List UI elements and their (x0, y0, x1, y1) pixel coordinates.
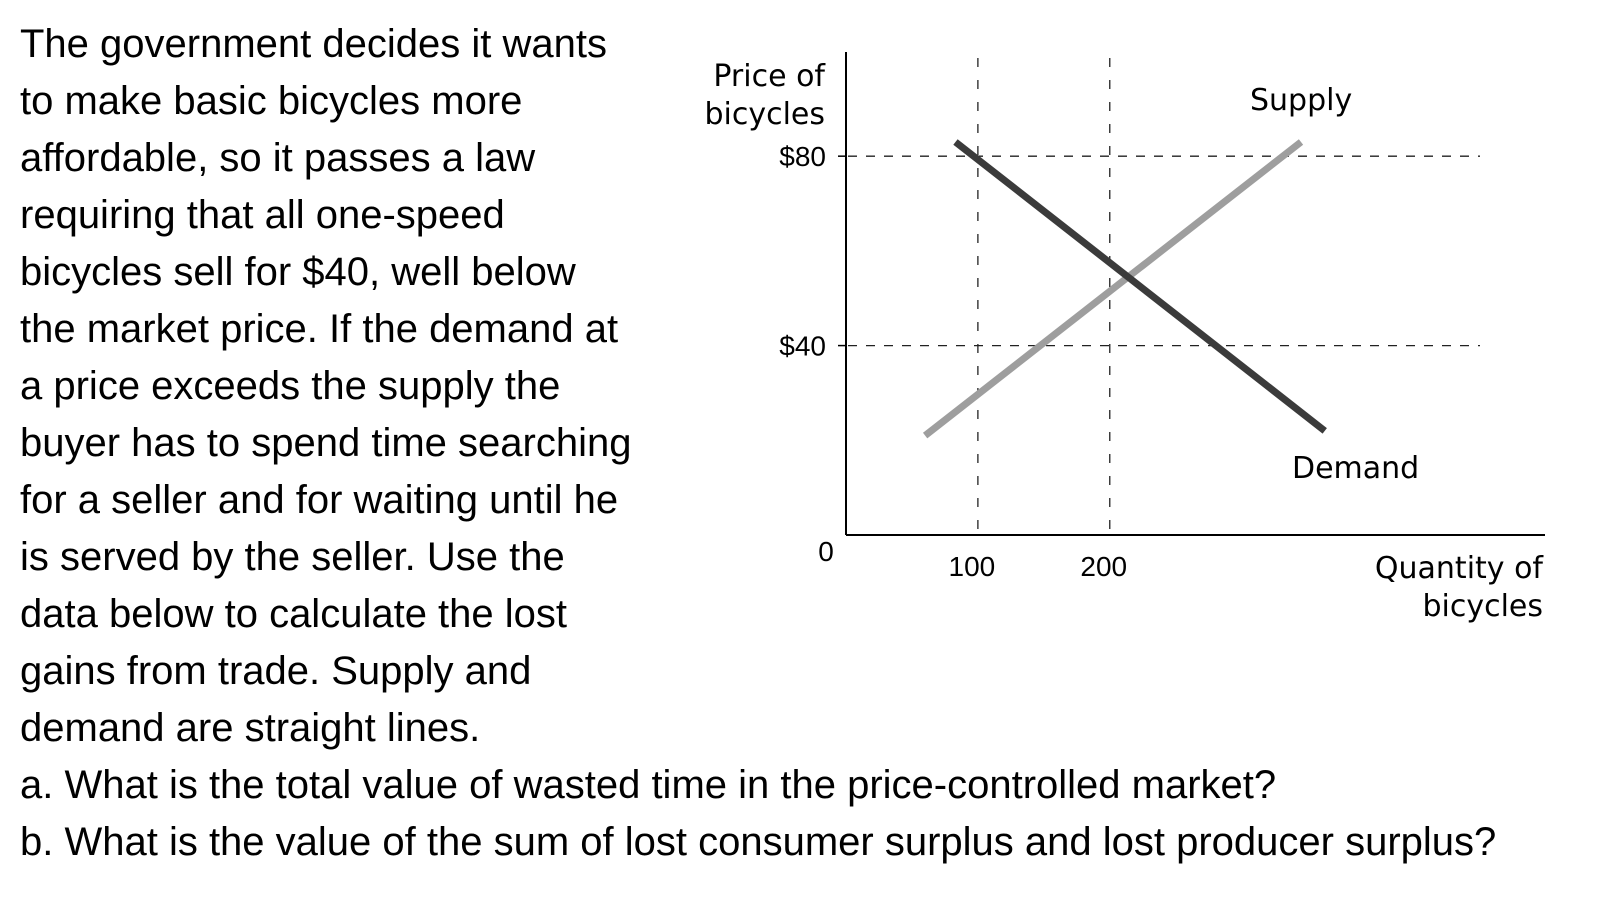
question-line-14: a. What is the total value of wasted tim… (20, 763, 1277, 807)
y-axis-label-line-1: Price of (713, 59, 826, 94)
x-tick-label: 200 (1080, 551, 1127, 582)
reference-lines (838, 58, 1480, 533)
question-line-3: affordable, so it passes a law (20, 136, 536, 180)
question-line-5: bicycles sell for $40, well below (20, 250, 576, 294)
question-line-15: b. What is the value of the sum of lost … (20, 820, 1497, 864)
question-line-12: gains from trade. Supply and (20, 649, 532, 693)
question-line-13: demand are straight lines. (20, 706, 481, 750)
supply-label: Supply (1250, 83, 1352, 118)
y-tick-label: $40 (779, 331, 826, 362)
y-axis-label-line-2: bicycles (704, 97, 825, 132)
x-axis-label-line-1: Quantity of (1375, 551, 1545, 586)
question-line-6: the market price. If the demand at (20, 307, 619, 351)
question-line-1: The government decides it wants (20, 22, 607, 66)
question-line-10: is served by the seller. Use the (20, 535, 565, 579)
question-line-4: requiring that all one-speed (20, 193, 505, 237)
series (922, 139, 1327, 439)
demand-line (953, 139, 1327, 434)
x-tick-label: 100 (949, 551, 996, 582)
axes (845, 52, 1545, 536)
question-line-11: data below to calculate the lost (20, 592, 568, 636)
origin-label: 0 (818, 536, 834, 567)
question-line-7: a price exceeds the supply the (20, 364, 561, 408)
question-line-8: buyer has to spend time searching (20, 421, 632, 465)
question-line-2: to make basic bicycles more (20, 79, 523, 123)
supply-line (922, 139, 1304, 439)
question-line-9: for a seller and for waiting until he (20, 478, 619, 522)
demand-label: Demand (1292, 451, 1419, 486)
y-tick-label: $80 (779, 141, 826, 172)
chart-labels: Price of bicycles Quantity of bicycles 0… (704, 59, 1544, 624)
x-axis-label-line-2: bicycles (1422, 589, 1543, 624)
